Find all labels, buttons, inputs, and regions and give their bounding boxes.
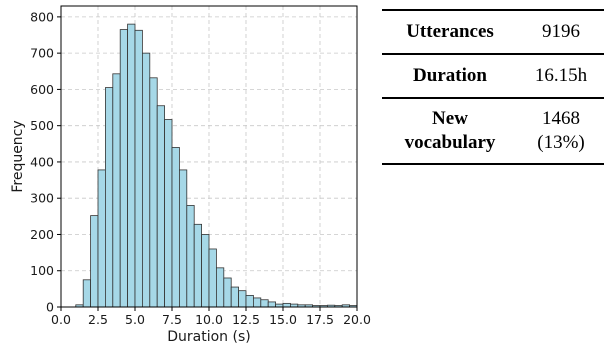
histogram-bar: [223, 277, 232, 308]
histogram-bar: [127, 23, 136, 308]
y-tick-label: 400: [30, 154, 54, 169]
x-tick-label: 20.0: [343, 312, 371, 327]
x-tick-label: 0.0: [51, 312, 71, 327]
histogram-bar: [215, 267, 225, 308]
stats-value: 9196: [542, 21, 580, 42]
histogram-bar: [245, 294, 254, 308]
stats-table: Utterances 9196 Duration 16.15h New voca…: [382, 9, 604, 165]
histogram-bar: [97, 169, 106, 308]
stats-row-utterances: Utterances 9196: [382, 9, 604, 55]
stats-key: Utterances: [406, 21, 494, 42]
x-tick-label: 5.0: [125, 312, 145, 327]
histogram-bar: [238, 290, 247, 308]
histogram-bars: [75, 23, 358, 308]
x-tick-label: 10.0: [195, 312, 223, 327]
x-axis-label: Duration (s): [167, 329, 250, 345]
histogram-bar: [119, 29, 128, 308]
x-tick-label: 2.5: [88, 312, 108, 327]
histogram-bar: [186, 205, 195, 308]
histogram-bar: [105, 87, 114, 308]
histogram-bar: [267, 301, 277, 308]
histogram-bar: [282, 302, 291, 308]
stats-row-duration: Duration 16.15h: [382, 55, 604, 99]
y-tick-label: 700: [30, 46, 54, 61]
stats-value: 1468 (13%): [518, 107, 604, 155]
x-tick-label: 12.5: [232, 312, 260, 327]
stats-key: New vocabulary: [382, 107, 518, 155]
y-axis-label: Frequency: [10, 120, 26, 192]
histogram-bar: [82, 279, 91, 308]
y-tick-label: 0: [46, 300, 54, 315]
histogram-bar: [230, 286, 239, 308]
stats-value: 16.15h: [534, 65, 588, 86]
x-tick-label: 17.5: [306, 312, 334, 327]
histogram-bar: [149, 77, 158, 308]
y-tick-label: 200: [30, 227, 54, 242]
histogram-bar: [134, 29, 143, 308]
y-tick-label: 800: [30, 9, 54, 24]
histogram-bar: [201, 234, 210, 308]
stats-value-line: (13%): [537, 132, 585, 153]
y-tick-label: 100: [30, 263, 54, 278]
duration-histogram: 0 100 200 300 400 500 600 700 800 0.0 2.5 5.0 7.5 10.…: [10, 5, 371, 345]
stats-key: Duration: [413, 65, 487, 86]
histogram-bar: [141, 52, 151, 308]
stats-row-new-vocabulary: New vocabulary 1468 (13%): [382, 99, 604, 165]
histogram-bar: [208, 248, 217, 308]
stats-value-line: 1468: [542, 108, 580, 129]
histogram-bar: [193, 223, 202, 308]
histogram-bar: [156, 105, 165, 308]
histogram-bar: [260, 299, 269, 308]
y-tick-label: 600: [30, 82, 54, 97]
histogram-bar: [178, 169, 188, 308]
histogram-bar: [164, 119, 173, 308]
histogram-bar: [171, 147, 180, 308]
plot-frame: [60, 5, 358, 308]
axis-ticks: 0 100 200 300 400 500 600 700 800 0.0 2.5 5.0 7.5 10.…: [30, 9, 371, 327]
histogram-bar: [90, 215, 99, 308]
y-tick-label: 300: [30, 191, 54, 206]
stats-key-line: New: [432, 108, 468, 129]
x-tick-label: 15.0: [269, 312, 297, 327]
x-tick-label: 7.5: [162, 312, 182, 327]
histogram-bar: [252, 297, 262, 308]
histogram-bar: [112, 73, 121, 308]
y-tick-label: 500: [30, 118, 54, 133]
stats-key-line: vocabulary: [404, 132, 496, 153]
